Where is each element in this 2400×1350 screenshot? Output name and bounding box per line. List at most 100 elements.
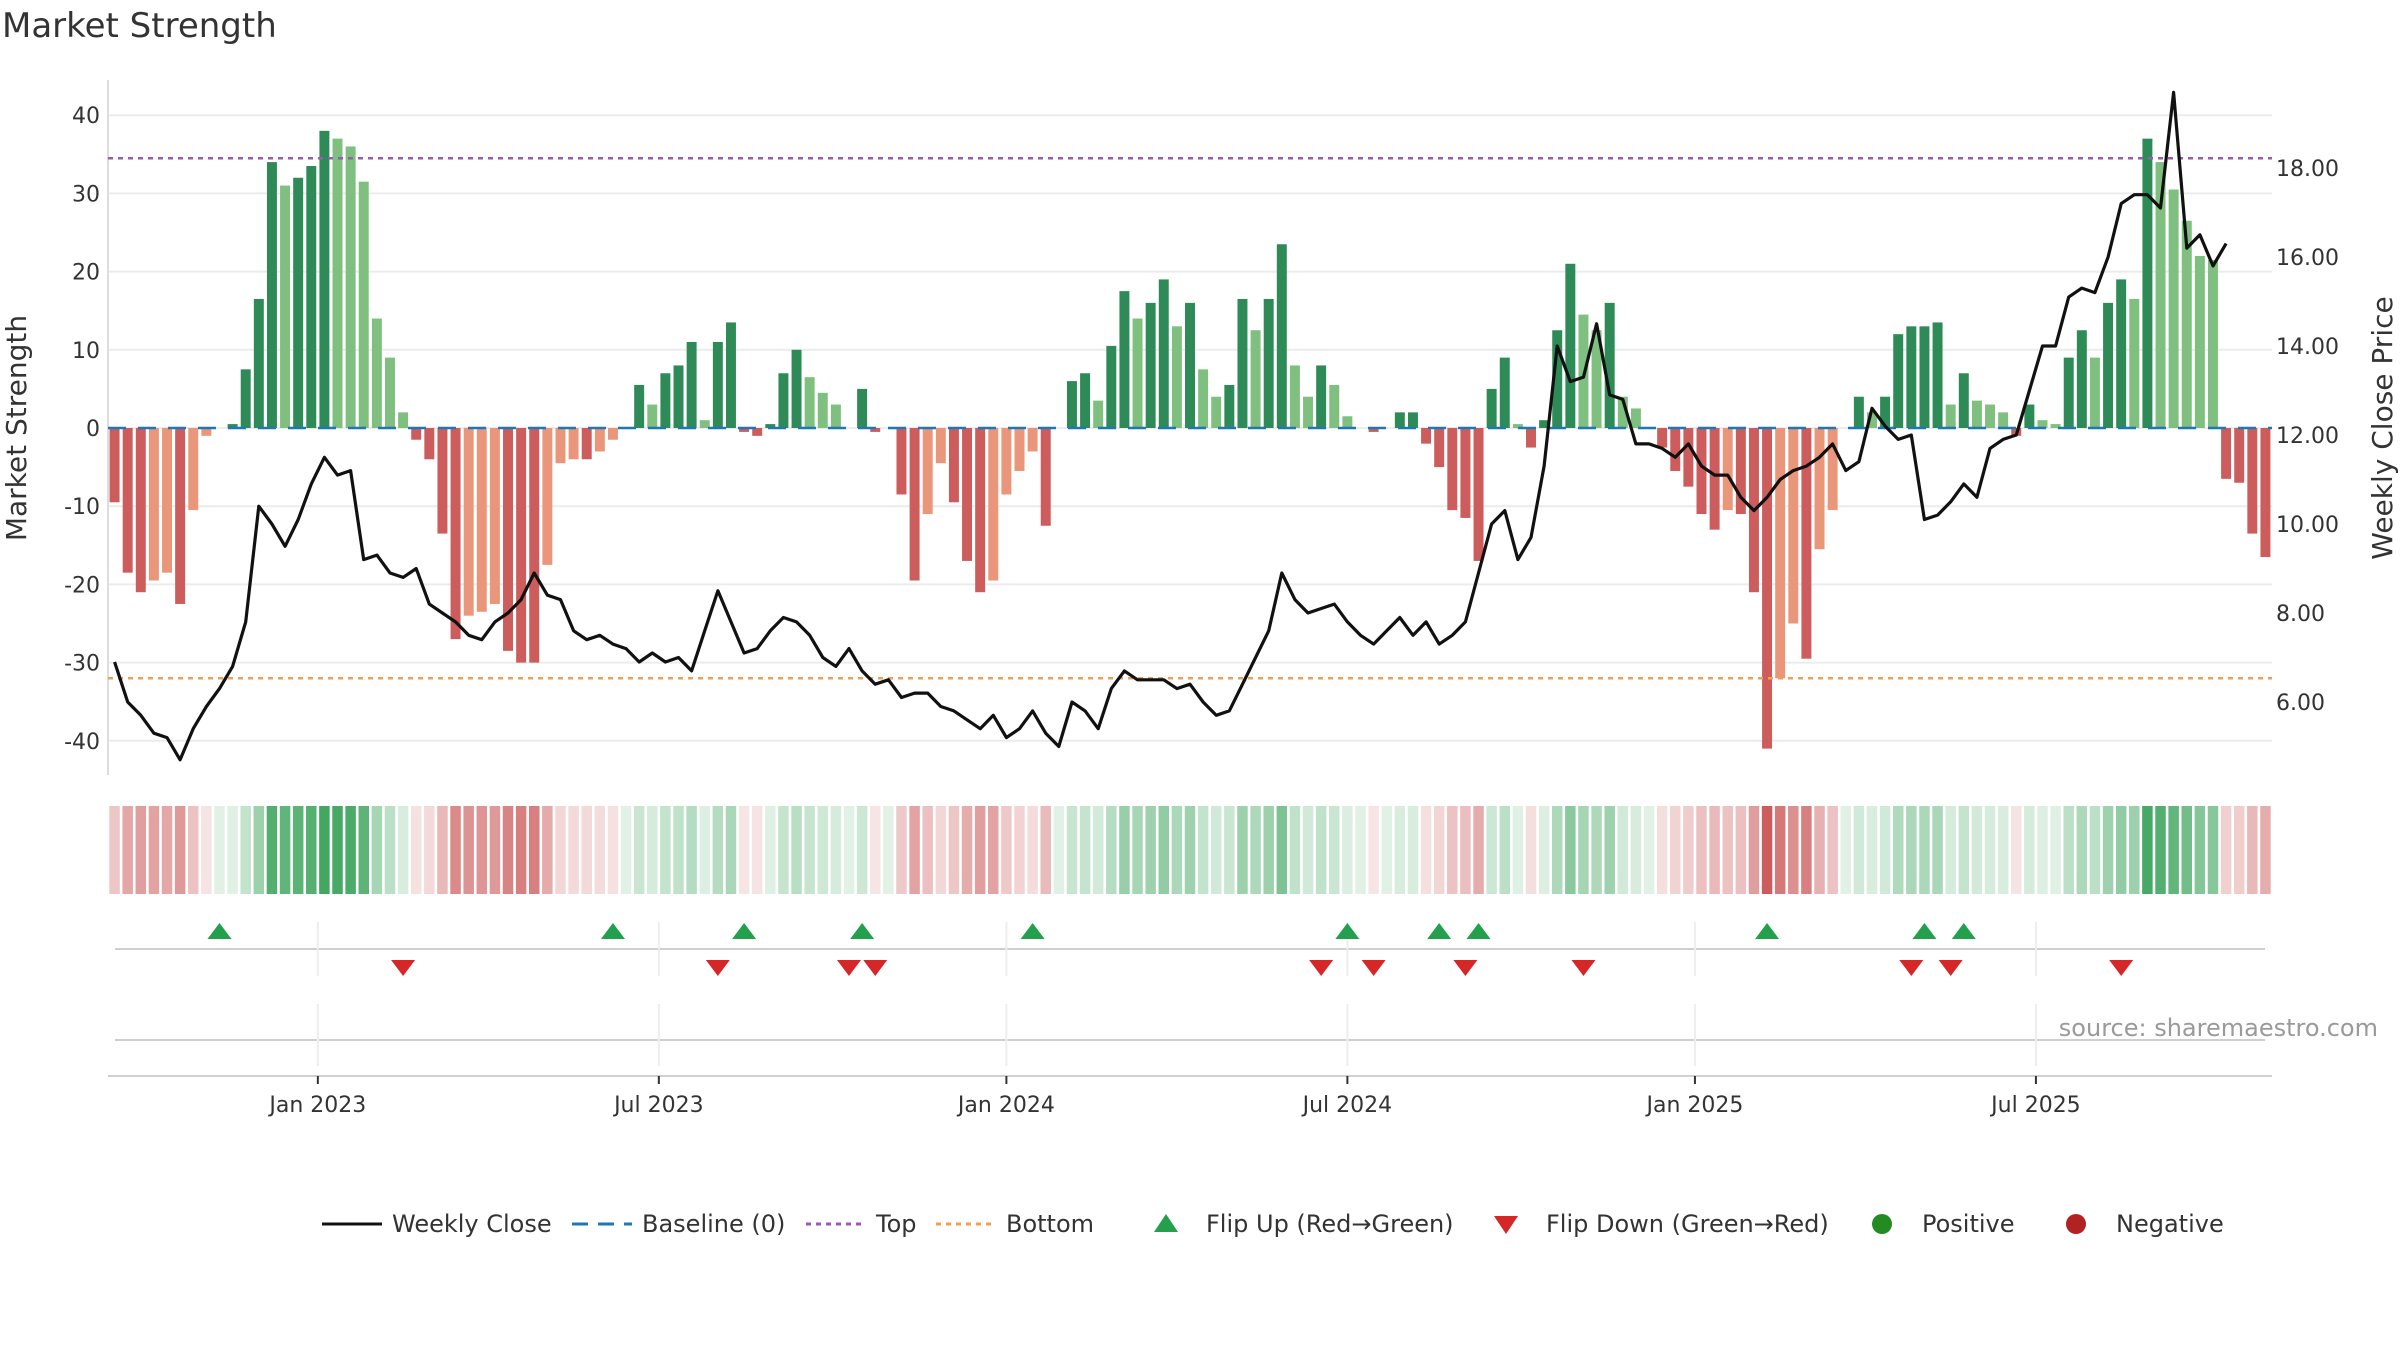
heat-cell: [2194, 806, 2206, 894]
strength-bar: [266, 162, 277, 428]
heat-cell: [1604, 806, 1615, 894]
flip-down-marker: [705, 960, 730, 976]
strength-bar: [2103, 302, 2114, 428]
heat-cell: [1420, 806, 1432, 894]
legend-label: Baseline (0): [642, 1210, 785, 1238]
y-tick-label: 0: [86, 417, 100, 442]
heat-cell: [214, 806, 225, 894]
strength-bar: [725, 322, 736, 428]
strength-bar: [1211, 396, 1222, 428]
heat-cell: [751, 806, 763, 894]
strength-bar: [253, 298, 264, 428]
y2-tick-label: 6.00: [2276, 691, 2325, 716]
strength-bar: [2221, 428, 2232, 479]
heat-cell: [1617, 806, 1629, 894]
heat-cell: [712, 806, 724, 894]
heat-cell: [1158, 806, 1170, 894]
y2-tick-label: 10.00: [2276, 513, 2339, 538]
strength-bar: [424, 428, 435, 460]
strength-bar: [1250, 330, 1261, 428]
strength-bar: [2063, 357, 2074, 428]
heat-cell: [974, 806, 986, 894]
strength-bar: [122, 428, 133, 573]
heat-cell: [581, 806, 592, 894]
flip-up-marker: [207, 923, 232, 939]
strength-bar: [1696, 428, 1707, 515]
strength-bar: [332, 138, 343, 428]
x-tick-label: Jan 2023: [267, 1093, 366, 1118]
heat-cell: [424, 806, 435, 894]
strength-bar: [1591, 330, 1602, 428]
heat-cell: [830, 806, 842, 894]
heat-cell: [922, 806, 933, 894]
strength-bar: [1093, 400, 1104, 428]
heat-cell: [2142, 806, 2153, 894]
y-tick-label: -20: [64, 573, 100, 598]
strength-bar: [948, 428, 959, 503]
heat-cell: [1014, 806, 1025, 894]
strength-bar: [437, 428, 448, 534]
flip-down-marker: [1899, 960, 1924, 976]
strength-bar: [201, 428, 212, 436]
heat-cell: [2063, 806, 2074, 894]
strength-bar: [1709, 428, 1720, 530]
heat-cell: [817, 806, 829, 894]
y2-tick-label: 14.00: [2276, 335, 2339, 360]
heat-cell: [1683, 806, 1694, 894]
heat-cell: [1066, 806, 1078, 894]
heat-cell: [935, 806, 947, 894]
strength-bar: [975, 428, 986, 593]
heat-cell: [1984, 806, 1996, 894]
strength-bar: [175, 428, 186, 604]
heat-cell: [1001, 806, 1012, 894]
heat-cell: [542, 806, 553, 894]
strength-bar: [1512, 424, 1523, 428]
reference-lines: [108, 156, 2272, 680]
strength-bar: [240, 369, 251, 428]
heat-cell: [647, 806, 658, 894]
strength-bar: [345, 146, 356, 429]
y2-tick-label: 16.00: [2276, 246, 2339, 271]
strength-bar: [1289, 365, 1300, 428]
strength-bar: [1158, 279, 1169, 428]
strength-bar: [607, 428, 618, 440]
heat-cell: [2129, 806, 2140, 894]
flip-up-marker: [732, 923, 757, 939]
heat-cell: [856, 806, 868, 894]
strength-bar: [476, 428, 487, 612]
heat-cell: [804, 806, 815, 894]
flip-down-marker: [1361, 960, 1386, 976]
heat-cell: [1578, 806, 1589, 894]
strength-bar: [752, 428, 763, 436]
flip-down-marker: [1453, 960, 1478, 976]
y-tick-label: 20: [72, 261, 100, 286]
heat-cell: [988, 806, 999, 894]
heat-cell: [1591, 806, 1602, 894]
heat-cell: [1368, 806, 1379, 894]
heat-cell: [1801, 806, 1812, 894]
strength-bar: [1657, 428, 1668, 448]
heat-cell: [489, 806, 501, 894]
heat-cell: [463, 806, 474, 894]
heat-cell: [266, 806, 278, 894]
heat-cell: [345, 806, 356, 894]
heat-cell: [1945, 806, 1956, 894]
strength-bar: [1407, 412, 1418, 428]
strength-bar: [647, 404, 658, 428]
heat-cell: [1709, 806, 1720, 894]
heat-cell: [2024, 806, 2035, 894]
strength-bar: [1814, 428, 1825, 550]
heat-cell: [1565, 806, 1576, 894]
heat-cell: [1696, 806, 1707, 894]
heat-cell: [1250, 806, 1261, 894]
strength-bar: [765, 424, 776, 428]
heat-cell: [765, 806, 776, 894]
heat-cell: [699, 806, 710, 894]
heat-cell: [410, 806, 422, 894]
heat-cell: [1053, 806, 1065, 894]
legend: Weekly Close Baseline (0) Top Bottom Flip Up…: [322, 1210, 2224, 1238]
heat-cell: [1447, 806, 1458, 894]
flip-up-marker: [1912, 923, 1937, 939]
strength-bar: [1919, 326, 1930, 428]
strength-bar: [1460, 428, 1471, 518]
